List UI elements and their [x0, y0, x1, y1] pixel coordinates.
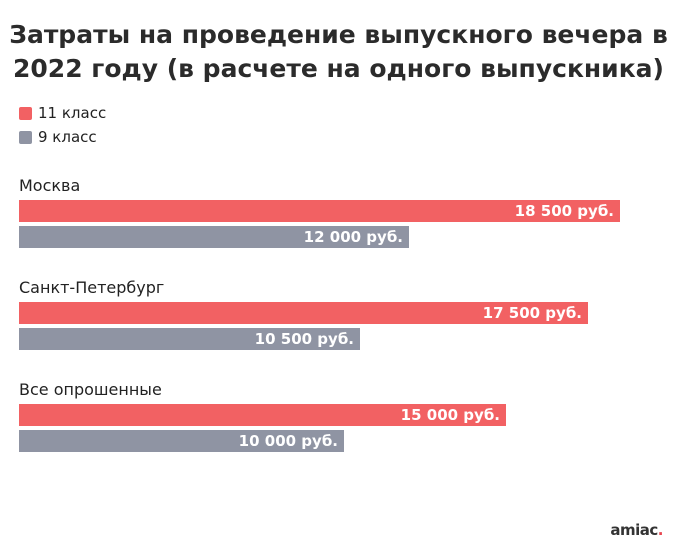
bar-value-label: 18 500 руб.: [514, 202, 614, 220]
legend-item-9: 9 класс: [19, 125, 106, 149]
bar-value-label: 17 500 руб.: [482, 304, 582, 322]
bar-moscow-11: 18 500 руб.: [19, 200, 620, 222]
category-label-moscow: Москва: [19, 176, 81, 195]
logo-dot: .: [657, 521, 664, 539]
bar-spb-9: 10 500 руб.: [19, 328, 360, 350]
legend-swatch-9: [19, 130, 32, 144]
brand-logo: amiac.: [610, 521, 663, 539]
bar-value-label: 15 000 руб.: [400, 406, 500, 424]
legend-label-11: 11 класс: [38, 104, 107, 122]
chart-title: Затраты на проведение выпускного вечера …: [9, 20, 668, 83]
bar-value-label: 10 000 руб.: [238, 432, 338, 450]
bar-moscow-9: 12 000 руб.: [19, 226, 409, 248]
bar-value-label: 10 500 руб.: [254, 330, 354, 348]
bar-all-9: 10 000 руб.: [19, 430, 344, 452]
legend-item-11: 11 класс: [19, 101, 106, 125]
legend-swatch-11: [19, 106, 32, 120]
legend: 11 класс 9 класс: [19, 101, 106, 149]
bar-value-label: 12 000 руб.: [303, 228, 403, 246]
logo-text: amiac: [610, 521, 658, 539]
legend-label-9: 9 класс: [38, 128, 97, 146]
bar-spb-11: 17 500 руб.: [19, 302, 588, 324]
category-label-spb: Санкт-Петербург: [19, 278, 165, 297]
category-label-all: Все опрошенные: [19, 380, 162, 399]
bar-all-11: 15 000 руб.: [19, 404, 506, 426]
